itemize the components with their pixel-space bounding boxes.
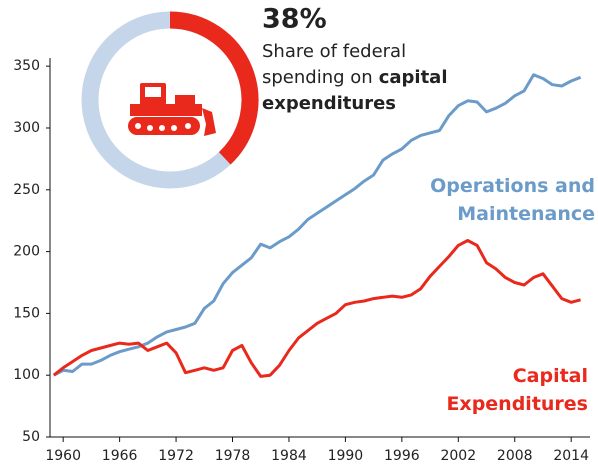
x-tick-label: 1978 — [215, 448, 251, 464]
series-label: Operations and Maintenance — [430, 175, 595, 225]
x-tick-label: 1960 — [45, 448, 81, 464]
y-tick-label: 300 — [13, 120, 40, 136]
y-tick-label: 250 — [13, 182, 40, 198]
caption-text: expenditures — [262, 93, 396, 114]
y-tick-label: 50 — [22, 429, 40, 445]
x-tick-label: 1984 — [271, 448, 307, 464]
y-tick-label: 350 — [13, 58, 40, 74]
x-tick-label: 1990 — [328, 448, 364, 464]
series-label: Capital Expenditures — [446, 365, 588, 415]
y-tick-label: 100 — [13, 367, 40, 383]
x-tick-label: 1966 — [102, 448, 138, 464]
caption-text: spending on — [262, 67, 373, 88]
y-tick-label: 200 — [13, 244, 40, 260]
x-tick-label: 1996 — [384, 448, 420, 464]
x-tick-label: 1972 — [158, 448, 194, 464]
series-line — [52, 239, 581, 378]
x-tick-label: 2008 — [497, 448, 533, 464]
caption-text: Share of federal — [262, 41, 406, 62]
caption-text: capital — [379, 67, 448, 88]
bulldozer-icon — [128, 83, 216, 136]
y-tick-label: 150 — [13, 305, 40, 321]
donut-segment — [169, 11, 259, 165]
x-tick-label: 2002 — [440, 448, 476, 464]
caption: Share of federal spending on capital expend… — [262, 41, 448, 114]
value-label: 38% — [262, 4, 327, 35]
x-tick-label: 2014 — [553, 448, 589, 464]
